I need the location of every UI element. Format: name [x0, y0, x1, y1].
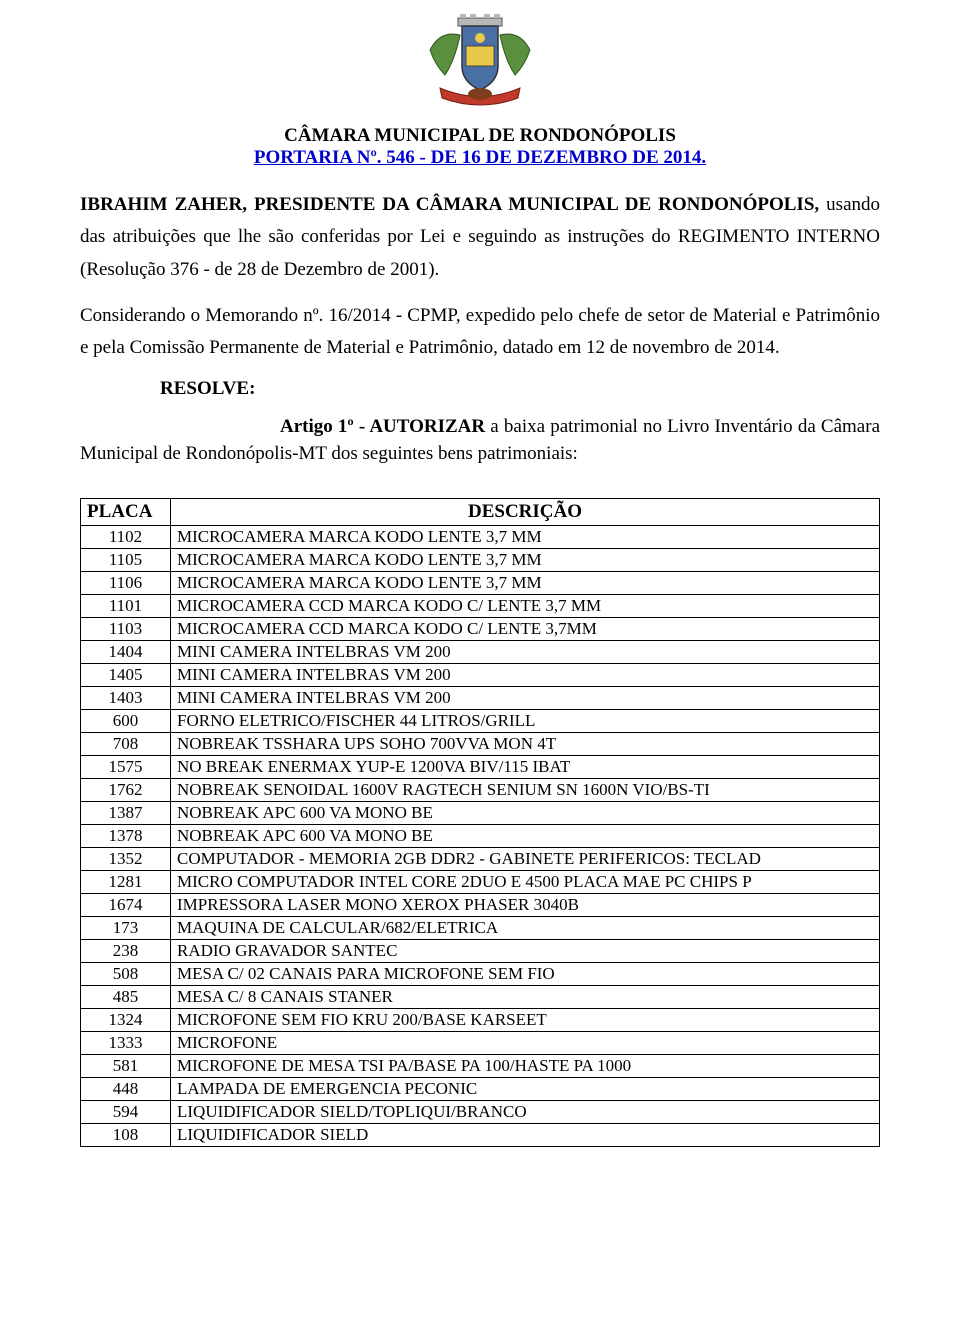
- assets-table: PLACA DESCRIÇÃO 1102MICROCAMERA MARCA KO…: [80, 498, 880, 1147]
- table-row: 594LIQUIDIFICADOR SIELD/TOPLIQUI/BRANCO: [81, 1100, 880, 1123]
- table-row: 1281MICRO COMPUTADOR INTEL CORE 2DUO E 4…: [81, 870, 880, 893]
- cell-placa: 238: [81, 939, 171, 962]
- logo-container: [80, 10, 880, 115]
- table-header-row: PLACA DESCRIÇÃO: [81, 498, 880, 525]
- cell-placa: 708: [81, 732, 171, 755]
- cell-descricao: IMPRESSORA LASER MONO XEROX PHASER 3040B: [171, 893, 880, 916]
- cell-placa: 1387: [81, 801, 171, 824]
- cell-descricao: MICROCAMERA CCD MARCA KODO C/ LENTE 3,7 …: [171, 594, 880, 617]
- cell-descricao: COMPUTADOR - MEMORIA 2GB DDR2 - GABINETE…: [171, 847, 880, 870]
- table-row: 1333MICROFONE: [81, 1031, 880, 1054]
- table-row: 708NOBREAK TSSHARA UPS SOHO 700VVA MON 4…: [81, 732, 880, 755]
- cell-descricao: MICROCAMERA MARCA KODO LENTE 3,7 MM: [171, 571, 880, 594]
- cell-descricao: NO BREAK ENERMAX YUP-E 1200VA BIV/115 IB…: [171, 755, 880, 778]
- cell-descricao: MICROCAMERA MARCA KODO LENTE 3,7 MM: [171, 525, 880, 548]
- table-row: 448LAMPADA DE EMERGENCIA PECONIC: [81, 1077, 880, 1100]
- cell-placa: 1333: [81, 1031, 171, 1054]
- cell-descricao: LAMPADA DE EMERGENCIA PECONIC: [171, 1077, 880, 1100]
- table-row: 1575NO BREAK ENERMAX YUP-E 1200VA BIV/11…: [81, 755, 880, 778]
- table-row: 600FORNO ELETRICO/FISCHER 44 LITROS/GRIL…: [81, 709, 880, 732]
- table-row: 1378NOBREAK APC 600 VA MONO BE: [81, 824, 880, 847]
- cell-placa: 1405: [81, 663, 171, 686]
- cell-placa: 1404: [81, 640, 171, 663]
- cell-descricao: MAQUINA DE CALCULAR/682/ELETRICA: [171, 916, 880, 939]
- table-row: 1106MICROCAMERA MARCA KODO LENTE 3,7 MM: [81, 571, 880, 594]
- cell-descricao: NOBREAK APC 600 VA MONO BE: [171, 824, 880, 847]
- coat-of-arms-logo: [420, 10, 540, 110]
- artigo-bold: Artigo 1º - AUTORIZAR: [280, 416, 485, 437]
- col-header-descricao: DESCRIÇÃO: [171, 498, 880, 525]
- cell-descricao: MINI CAMERA INTELBRAS VM 200: [171, 663, 880, 686]
- cell-placa: 1281: [81, 870, 171, 893]
- table-row: 485MESA C/ 8 CANAIS STANER: [81, 985, 880, 1008]
- table-row: 1352COMPUTADOR - MEMORIA 2GB DDR2 - GABI…: [81, 847, 880, 870]
- header-title: CÂMARA MUNICIPAL DE RONDONÓPOLIS: [80, 125, 880, 147]
- cell-placa: 485: [81, 985, 171, 1008]
- cell-placa: 1403: [81, 686, 171, 709]
- cell-placa: 1352: [81, 847, 171, 870]
- cell-descricao: MESA C/ 02 CANAIS PARA MICROFONE SEM FIO: [171, 962, 880, 985]
- cell-placa: 1378: [81, 824, 171, 847]
- cell-descricao: NOBREAK SENOIDAL 1600V RAGTECH SENIUM SN…: [171, 778, 880, 801]
- cell-descricao: MICROCAMERA CCD MARCA KODO C/ LENTE 3,7M…: [171, 617, 880, 640]
- cell-descricao: MINI CAMERA INTELBRAS VM 200: [171, 686, 880, 709]
- cell-descricao: MESA C/ 8 CANAIS STANER: [171, 985, 880, 1008]
- cell-placa: 1102: [81, 525, 171, 548]
- table-row: 1103MICROCAMERA CCD MARCA KODO C/ LENTE …: [81, 617, 880, 640]
- table-row: 238RADIO GRAVADOR SANTEC: [81, 939, 880, 962]
- table-row: 508MESA C/ 02 CANAIS PARA MICROFONE SEM …: [81, 962, 880, 985]
- cell-placa: 508: [81, 962, 171, 985]
- cell-descricao: NOBREAK APC 600 VA MONO BE: [171, 801, 880, 824]
- table-row: 1404MINI CAMERA INTELBRAS VM 200: [81, 640, 880, 663]
- cell-placa: 1105: [81, 548, 171, 571]
- intro-paragraph: IBRAHIM ZAHER, PRESIDENTE DA CÂMARA MUNI…: [80, 189, 880, 286]
- table-row: 1105MICROCAMERA MARCA KODO LENTE 3,7 MM: [81, 548, 880, 571]
- table-row: 1403MINI CAMERA INTELBRAS VM 200: [81, 686, 880, 709]
- cell-descricao: FORNO ELETRICO/FISCHER 44 LITROS/GRILL: [171, 709, 880, 732]
- table-row: 581MICROFONE DE MESA TSI PA/BASE PA 100/…: [81, 1054, 880, 1077]
- cell-descricao: MICROFONE DE MESA TSI PA/BASE PA 100/HAS…: [171, 1054, 880, 1077]
- cell-descricao: MICROFONE SEM FIO KRU 200/BASE KARSEET: [171, 1008, 880, 1031]
- cell-descricao: NOBREAK TSSHARA UPS SOHO 700VVA MON 4T: [171, 732, 880, 755]
- cell-descricao: RADIO GRAVADOR SANTEC: [171, 939, 880, 962]
- resolve-label: RESOLVE:: [160, 378, 880, 400]
- cell-descricao: MICRO COMPUTADOR INTEL CORE 2DUO E 4500 …: [171, 870, 880, 893]
- table-row: 1405MINI CAMERA INTELBRAS VM 200: [81, 663, 880, 686]
- cell-placa: 1575: [81, 755, 171, 778]
- cell-descricao: MICROCAMERA MARCA KODO LENTE 3,7 MM: [171, 548, 880, 571]
- table-row: 1102MICROCAMERA MARCA KODO LENTE 3,7 MM: [81, 525, 880, 548]
- considerando-paragraph: Considerando o Memorando nº. 16/2014 - C…: [80, 300, 880, 365]
- cell-descricao: LIQUIDIFICADOR SIELD/TOPLIQUI/BRANCO: [171, 1100, 880, 1123]
- cell-placa: 1103: [81, 617, 171, 640]
- cell-placa: 1106: [81, 571, 171, 594]
- table-row: 1101MICROCAMERA CCD MARCA KODO C/ LENTE …: [81, 594, 880, 617]
- cell-placa: 594: [81, 1100, 171, 1123]
- table-row: 108LIQUIDIFICADOR SIELD: [81, 1123, 880, 1146]
- cell-descricao: MINI CAMERA INTELBRAS VM 200: [171, 640, 880, 663]
- cell-placa: 448: [81, 1077, 171, 1100]
- table-row: 1762NOBREAK SENOIDAL 1600V RAGTECH SENIU…: [81, 778, 880, 801]
- table-row: 1387NOBREAK APC 600 VA MONO BE: [81, 801, 880, 824]
- cell-placa: 1674: [81, 893, 171, 916]
- cell-placa: 108: [81, 1123, 171, 1146]
- artigo-paragraph: Artigo 1º - AUTORIZAR a baixa patrimonia…: [80, 414, 880, 467]
- cell-placa: 600: [81, 709, 171, 732]
- cell-placa: 173: [81, 916, 171, 939]
- table-row: 1324MICROFONE SEM FIO KRU 200/BASE KARSE…: [81, 1008, 880, 1031]
- table-row: 173MAQUINA DE CALCULAR/682/ELETRICA: [81, 916, 880, 939]
- cell-descricao: LIQUIDIFICADOR SIELD: [171, 1123, 880, 1146]
- table-row: 1674IMPRESSORA LASER MONO XEROX PHASER 3…: [81, 893, 880, 916]
- cell-descricao: MICROFONE: [171, 1031, 880, 1054]
- cell-placa: 1762: [81, 778, 171, 801]
- cell-placa: 1324: [81, 1008, 171, 1031]
- header-subtitle: PORTARIA Nº. 546 - DE 16 DE DEZEMBRO DE …: [80, 147, 880, 169]
- cell-placa: 581: [81, 1054, 171, 1077]
- president-name-bold: IBRAHIM ZAHER, PRESIDENTE DA CÂMARA MUNI…: [80, 194, 819, 215]
- cell-placa: 1101: [81, 594, 171, 617]
- col-header-placa: PLACA: [81, 498, 171, 525]
